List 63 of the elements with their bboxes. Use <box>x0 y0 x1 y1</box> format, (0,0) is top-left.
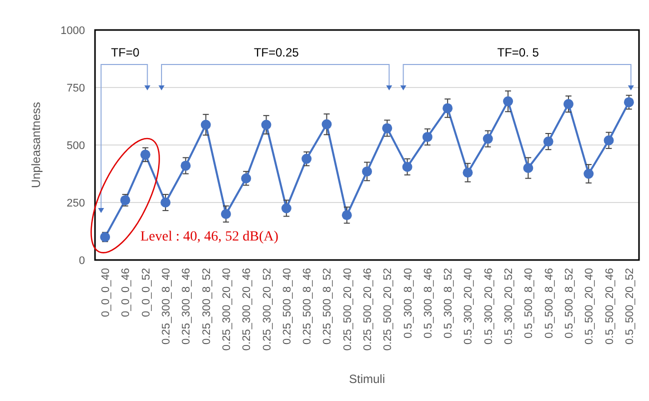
point <box>442 103 453 114</box>
point <box>503 96 514 106</box>
point <box>220 209 231 219</box>
point <box>302 154 312 164</box>
x-tick-label: 0.5_300_20_46 <box>482 268 495 344</box>
x-tick-label: 0.5_300_20_52 <box>503 268 516 344</box>
point <box>160 198 171 208</box>
x-tick-label: 0.25_500_8_46 <box>302 268 314 344</box>
x-tick-label: 0_0_0_46 <box>120 268 132 317</box>
x-tick-label: 0_0_0_52 <box>140 268 152 317</box>
point <box>482 134 493 144</box>
y-tick-label: 1000 <box>60 24 85 37</box>
point <box>422 132 432 142</box>
x-tick-label: 0.25_300_8_46 <box>180 268 193 344</box>
point <box>402 162 412 172</box>
point <box>180 160 191 171</box>
x-tick-label: 0.25_500_8_40 <box>281 268 294 344</box>
point <box>261 120 272 130</box>
x-tick-label: 0.5_300_8_46 <box>422 268 434 338</box>
annotation: TF=0. 5 <box>497 46 540 60</box>
point <box>342 210 352 220</box>
point <box>462 168 473 178</box>
point <box>200 120 211 130</box>
x-tick-label: 0.5_500_20_46 <box>604 268 616 344</box>
annotation: Level : 40, 46, 52 dB(A) <box>140 229 279 244</box>
point <box>624 97 634 108</box>
x-tick-label: 0_0_0_40 <box>100 268 112 317</box>
x-tick-label: 0.25_500_20_52 <box>382 268 394 351</box>
x-tick-label: 0.25_300_20_46 <box>241 268 254 351</box>
x-tick-label: 0.25_300_8_40 <box>160 268 173 344</box>
point <box>241 173 252 184</box>
x-tick-label: 0.5_500_8_40 <box>523 268 536 338</box>
point <box>563 99 574 110</box>
y-tick-label: 750 <box>66 82 85 94</box>
x-tick-label: 0.25_500_8_52 <box>322 268 334 344</box>
annotation: TF=0.25 <box>254 46 300 60</box>
point <box>543 136 554 147</box>
x-tick-label: 0.5_300_8_40 <box>402 268 414 338</box>
x-tick-label: 0.25_300_8_52 <box>200 268 213 344</box>
point <box>604 135 614 146</box>
x-tick-label: 0.5_500_20_40 <box>584 268 596 344</box>
x-tick-label: 0.25_300_20_52 <box>261 268 274 351</box>
point <box>140 150 150 160</box>
x-tick-label: 0.25_500_20_40 <box>342 268 354 351</box>
x-axis-title: Stimuli <box>348 372 386 386</box>
point <box>362 166 372 176</box>
x-tick-label: 0.25_500_20_46 <box>362 268 374 351</box>
y-tick-label: 500 <box>66 140 85 152</box>
point <box>584 168 594 179</box>
point <box>322 119 332 130</box>
x-tick-label: 0.5_500_8_52 <box>563 268 576 338</box>
x-tick-label: 0.5_300_8_52 <box>442 268 455 338</box>
y-tick-label: 0 <box>78 254 85 267</box>
point <box>382 123 392 134</box>
y-tick-label: 250 <box>66 197 85 210</box>
x-tick-label: 0.25_300_20_40 <box>220 268 233 351</box>
annotation: TF=0 <box>111 46 140 60</box>
x-tick-label: 0.5_500_20_52 <box>624 268 636 344</box>
x-tick-label: 0.5_300_20_40 <box>462 268 475 344</box>
y-axis-title: Unpleasantness <box>29 102 43 188</box>
point <box>281 203 292 214</box>
point <box>523 163 534 173</box>
x-tick-label: 0.5_500_8_46 <box>543 268 556 338</box>
